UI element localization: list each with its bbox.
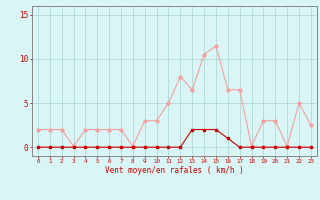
X-axis label: Vent moyen/en rafales ( km/h ): Vent moyen/en rafales ( km/h ) [105,166,244,175]
